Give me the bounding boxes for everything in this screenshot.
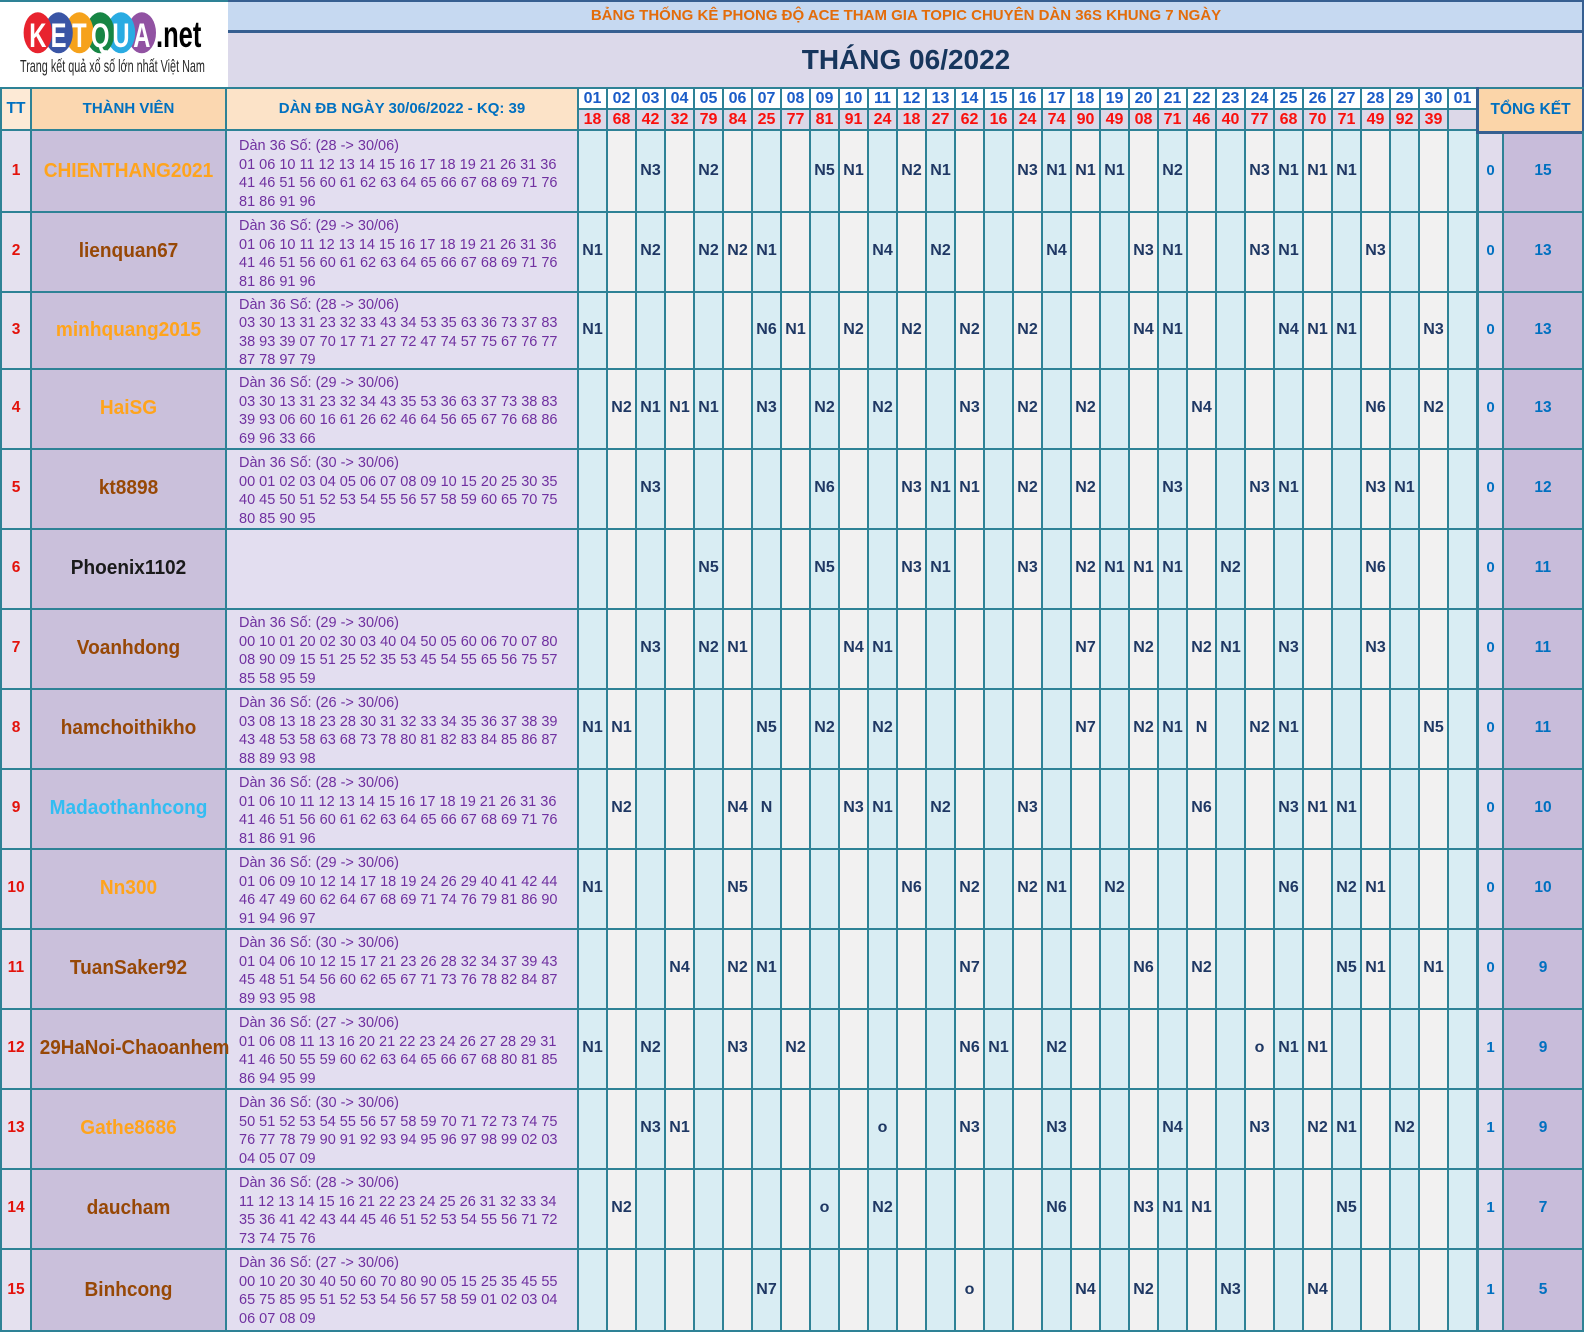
svg-text:Q: Q bbox=[91, 17, 110, 55]
svg-text:A: A bbox=[133, 17, 150, 55]
svg-text:E: E bbox=[51, 17, 67, 55]
svg-text:T: T bbox=[72, 17, 87, 55]
svg-text:K: K bbox=[29, 17, 46, 55]
svg-text:Trang kết quả xổ số lớn nhất V: Trang kết quả xổ số lớn nhất Việt Nam bbox=[20, 58, 205, 77]
svg-text:U: U bbox=[112, 17, 129, 55]
svg-text:.net: .net bbox=[156, 13, 202, 55]
